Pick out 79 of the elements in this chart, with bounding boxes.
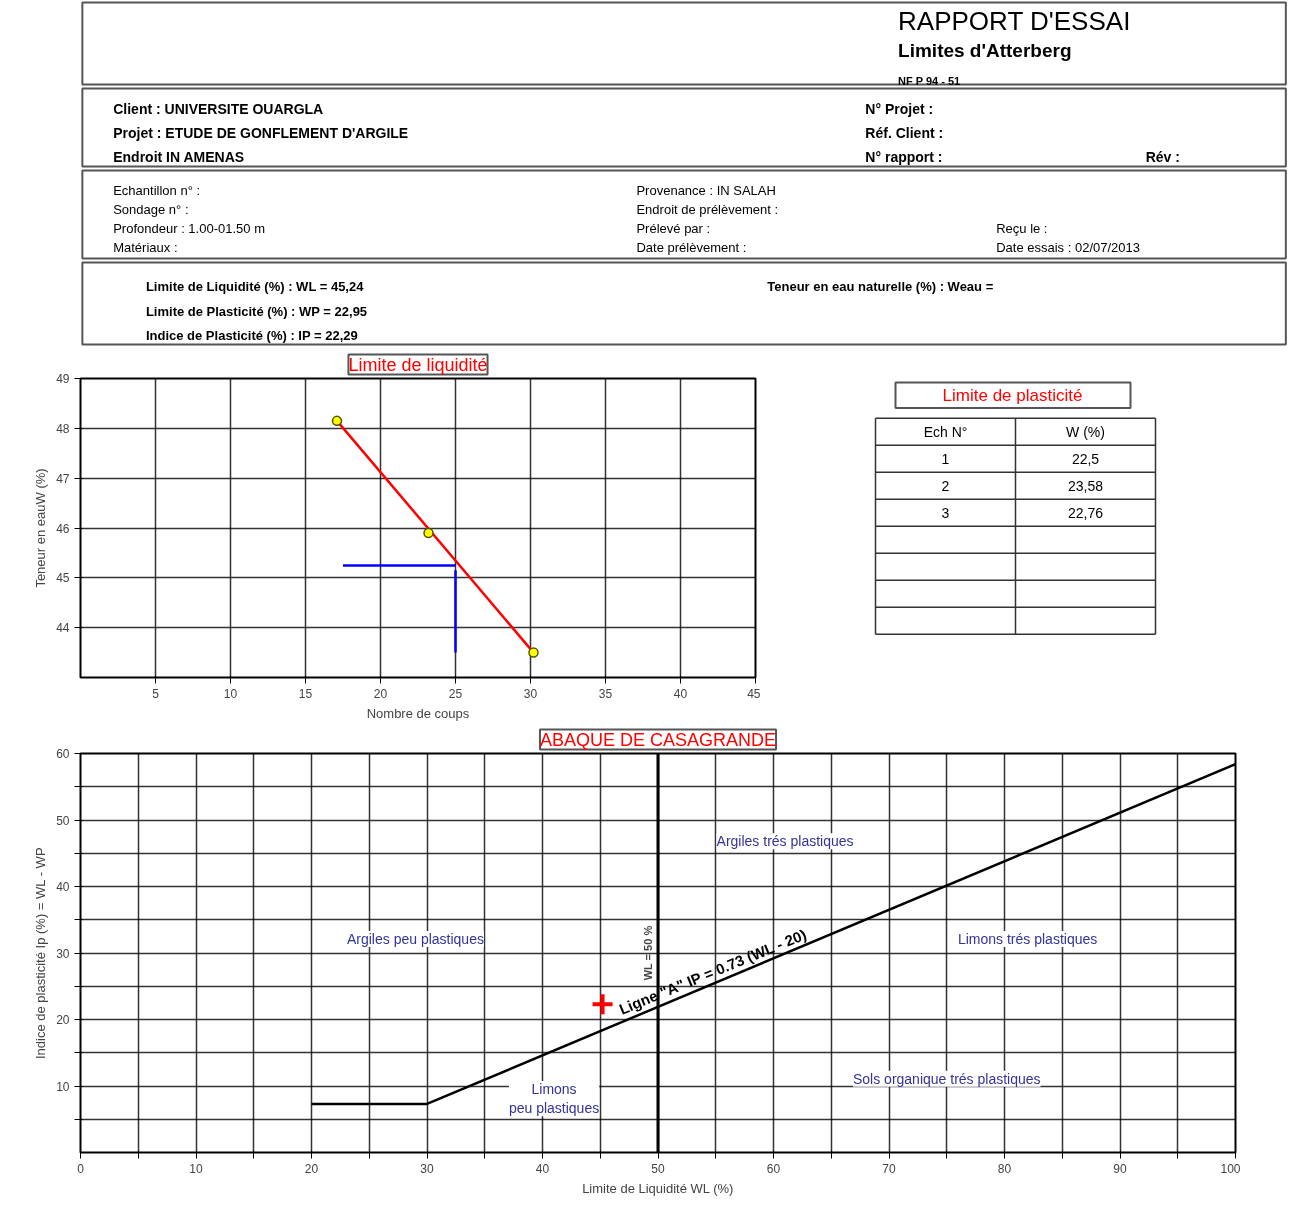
annotation: Argiles trés plastiques xyxy=(716,833,854,850)
text: Reçu le : xyxy=(996,221,1048,236)
x-tick-label: 35 xyxy=(598,686,613,701)
x-tick-label: 30 xyxy=(420,1161,434,1176)
text: N° rapport : xyxy=(865,148,943,165)
y-tick-label: 20 xyxy=(56,1013,70,1027)
text: Rév : xyxy=(1145,148,1180,165)
text: Echantillon n° : xyxy=(113,183,201,198)
text: Provenance : IN SALAH xyxy=(636,183,776,198)
text: 1 xyxy=(941,450,950,467)
point xyxy=(331,415,343,427)
y-tick-label: 49 xyxy=(56,372,70,386)
text: Date essais : 02/07/2013 xyxy=(996,240,1140,255)
text: Prélevé par : xyxy=(636,221,711,236)
text: Profondeur : 1.00-01.50 m xyxy=(113,221,265,236)
y-tick-label: 46 xyxy=(56,521,70,536)
chart-title: Limite de liquidité xyxy=(348,354,488,375)
x-tick-label: 15 xyxy=(298,686,313,701)
x-tick-label: 5 xyxy=(152,686,160,701)
text: Limite de plasticité xyxy=(942,385,1083,405)
x-tick-label: 60 xyxy=(766,1161,781,1176)
x-tick-label: 25 xyxy=(448,686,463,701)
y-axis-title: Indice de plasticité Ip (%) = WL - WP xyxy=(33,847,49,1060)
y-axis-title: Teneur en eauW (%) xyxy=(33,468,49,588)
x-tick-label: 50 xyxy=(651,1161,665,1176)
annotation: Limons trés plastiques xyxy=(957,931,1098,948)
text: Endroit IN AMENAS xyxy=(113,148,245,165)
text: 3 xyxy=(941,504,950,521)
text: Matériaux : xyxy=(113,240,178,255)
point xyxy=(528,647,539,658)
text: 22,5 xyxy=(1071,450,1100,467)
x-tick-label: 10 xyxy=(223,686,238,701)
text: Projet : ETUDE DE GONFLEMENT D'ARGILE xyxy=(113,124,409,141)
annotation: Sols organique trés plastiques xyxy=(852,1070,1041,1087)
point xyxy=(423,527,434,539)
text: Endroit de prélèvement : xyxy=(636,202,779,217)
x-tick-label: 80 xyxy=(997,1161,1012,1176)
y-tick-label: 50 xyxy=(56,813,70,828)
x-tick-label: 0 xyxy=(77,1161,85,1176)
y-tick-label: 30 xyxy=(56,946,70,961)
category-label: W (%) xyxy=(1066,423,1105,440)
annotation: Argiles peu plastiques xyxy=(346,931,484,948)
x-tick-label: 45 xyxy=(747,686,761,701)
text: Sondage n° : xyxy=(113,202,189,217)
x-tick-label: 30 xyxy=(523,686,538,701)
y-tick-label: 47 xyxy=(56,471,70,486)
x-tick-label: 100 xyxy=(1220,1161,1241,1176)
x-axis-title: Limite de Liquidité WL (%) xyxy=(582,1180,734,1196)
y-tick-label: 48 xyxy=(56,421,70,436)
y-tick-label: 45 xyxy=(56,571,70,586)
x-tick-label: 90 xyxy=(1113,1161,1127,1176)
text: Indice de Plasticité (%) : IP = 22,29 xyxy=(145,328,358,343)
y-tick-label: 44 xyxy=(56,621,70,636)
x-tick-label: 40 xyxy=(535,1161,550,1176)
ref-line-label: WL = 50 % xyxy=(642,925,654,981)
x-tick-label: 20 xyxy=(373,686,388,701)
text: Date prélèvement : xyxy=(636,240,747,255)
x-tick-label: 20 xyxy=(304,1161,319,1176)
y-tick-label: 10 xyxy=(56,1079,70,1094)
x-tick-label: 10 xyxy=(189,1161,203,1176)
text: 22,76 xyxy=(1067,504,1104,521)
text: 23,58 xyxy=(1067,477,1104,494)
text: N° Projet : xyxy=(865,100,934,117)
x-tick-label: 40 xyxy=(673,686,688,701)
text: Client : UNIVERSITE OUARGLA xyxy=(113,100,324,117)
text: Limites d'Atterberg xyxy=(898,40,1072,61)
x-axis-title: Nombre de coups xyxy=(366,705,470,721)
y-tick-label: 60 xyxy=(56,747,70,761)
text: Teneur en eau naturelle (%) : Weau = xyxy=(767,279,994,294)
text: Réf. Client : xyxy=(865,124,944,141)
category-label: Ech N° xyxy=(923,423,968,440)
text: RAPPORT D'ESSAI xyxy=(898,5,1131,36)
text: Limite de Liquidité (%) : WL = 45,24 xyxy=(145,279,365,294)
text: 2 xyxy=(941,477,950,494)
text: NF P 94 - 51 xyxy=(898,74,961,87)
annotation: Limons peu plastiques xyxy=(508,1081,600,1117)
text: Limite de Plasticité (%) : WP = 22,95 xyxy=(145,304,368,319)
x-tick-label: 70 xyxy=(882,1161,896,1176)
y-tick-label: 40 xyxy=(56,880,70,894)
